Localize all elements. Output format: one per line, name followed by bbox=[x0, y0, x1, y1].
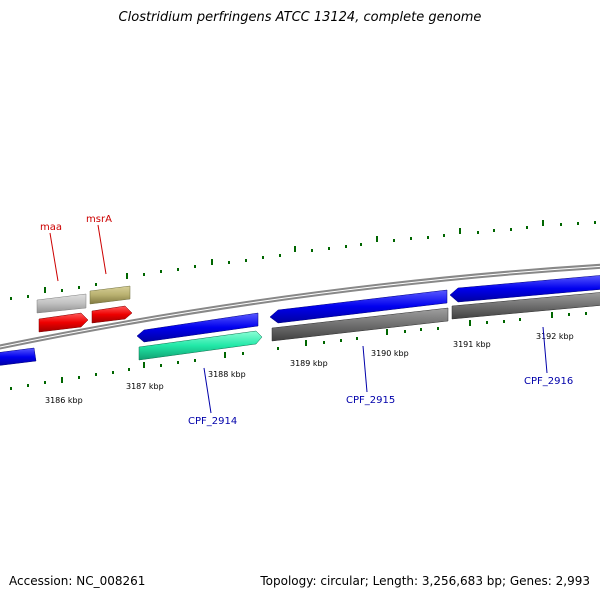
gene-maa-forward[interactable] bbox=[36, 293, 87, 314]
gene-left-edge[interactable] bbox=[0, 347, 37, 366]
map-title: Clostridium perfringens ATCC 13124, comp… bbox=[118, 10, 482, 25]
gene-label-cpf2914[interactable]: CPF_2914 bbox=[188, 416, 237, 427]
gene-cpf2916-forward[interactable] bbox=[449, 275, 600, 303]
gene-cpf2915-reverse[interactable] bbox=[271, 307, 449, 342]
cpf2916-leader-line bbox=[542, 326, 548, 374]
gene-msra-reverse[interactable] bbox=[91, 305, 133, 324]
tick-label-3187: 3187 kbp bbox=[126, 382, 164, 391]
maa-leader-line bbox=[49, 232, 59, 282]
msra-leader-line bbox=[97, 224, 107, 275]
outer-tick-track bbox=[10, 220, 596, 300]
gene-label-cpf2916[interactable]: CPF_2916 bbox=[524, 376, 573, 387]
tick-label-3192: 3192 kbp bbox=[536, 332, 574, 341]
gene-maa-reverse[interactable] bbox=[38, 312, 89, 333]
gene-label-maa[interactable]: maa bbox=[40, 222, 62, 233]
gene-cpf2914-reverse[interactable] bbox=[138, 330, 263, 361]
accession-text: Accession: NC_008261 bbox=[9, 574, 146, 588]
tick-label-3188: 3188 kbp bbox=[208, 370, 246, 379]
cpf2915-leader-line bbox=[362, 345, 368, 393]
gene-label-msra[interactable]: msrA bbox=[86, 214, 112, 225]
gene-cpf2916-reverse[interactable] bbox=[451, 292, 600, 320]
gene-label-cpf2915[interactable]: CPF_2915 bbox=[346, 395, 395, 406]
cpf2914-leader-line bbox=[203, 367, 212, 414]
tick-label-3186: 3186 kbp bbox=[45, 396, 83, 405]
tick-label-3189: 3189 kbp bbox=[290, 359, 328, 368]
gene-msra-forward[interactable] bbox=[89, 285, 131, 305]
inner-tick-track bbox=[10, 312, 587, 390]
gene-cpf2914-forward[interactable] bbox=[136, 312, 259, 343]
tick-label-3190: 3190 kbp bbox=[371, 349, 409, 358]
tick-label-3191: 3191 kbp bbox=[453, 340, 491, 349]
genome-summary-text: Topology: circular; Length: 3,256,683 bp… bbox=[260, 574, 590, 588]
gene-cpf2915-forward[interactable] bbox=[269, 289, 448, 324]
